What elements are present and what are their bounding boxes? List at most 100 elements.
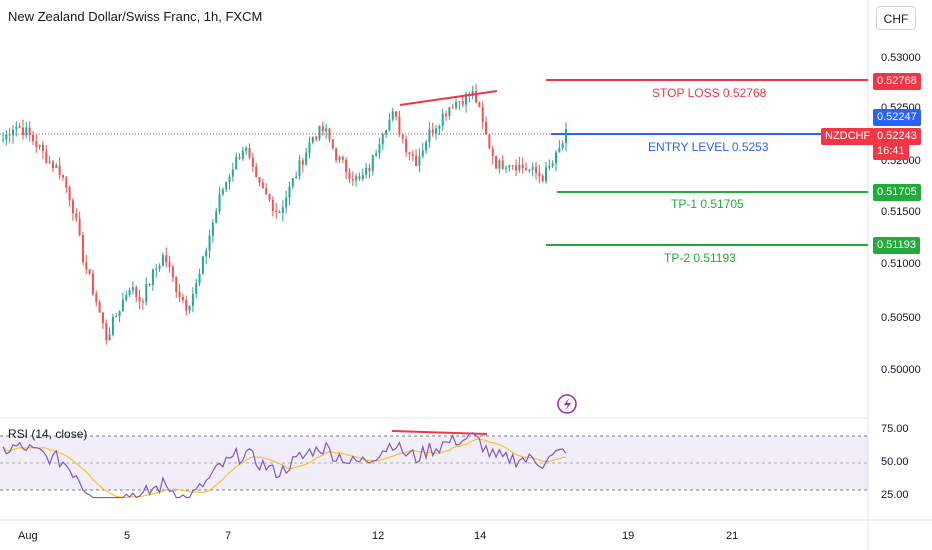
candle-body: [515, 165, 518, 171]
candle-body: [421, 150, 424, 157]
candle-body: [101, 312, 104, 324]
candle-body: [201, 256, 204, 274]
candle-body: [191, 294, 194, 307]
candle-body: [88, 269, 91, 274]
candle-body: [331, 139, 334, 149]
date-tick: 12: [372, 530, 385, 542]
candle-body: [491, 148, 494, 157]
price-tick: 0.51000: [881, 258, 921, 270]
date-tick: 19: [622, 530, 635, 542]
candle-body: [15, 126, 18, 130]
candle-body: [178, 291, 181, 297]
candle-body: [485, 121, 488, 135]
candle-body: [241, 150, 244, 159]
candle-body: [165, 255, 168, 263]
tp1-price-badge: 0.51705: [873, 184, 921, 201]
candle-body: [355, 176, 358, 181]
price-tick: 0.53000: [881, 52, 921, 64]
candle-body: [131, 287, 134, 291]
candle-body: [78, 218, 81, 235]
candle-body: [21, 127, 24, 136]
candle-body: [65, 177, 68, 188]
candle-body: [451, 107, 454, 109]
candle-body: [368, 167, 371, 172]
candle-body: [441, 113, 444, 126]
candle-body: [5, 134, 8, 140]
candle-body: [311, 136, 314, 143]
candle-body: [141, 301, 144, 303]
candle-body: [171, 266, 174, 278]
candle-body: [488, 134, 491, 149]
candle-body: [275, 210, 278, 212]
price-tick: 0.50500: [881, 312, 921, 324]
candle-body: [215, 211, 218, 223]
candle-body: [245, 148, 248, 151]
chart-title: New Zealand Dollar/Swiss Franc, 1h, FXCM: [8, 9, 263, 24]
candle-body: [128, 290, 131, 295]
candle-body: [315, 136, 318, 139]
tp2-price-badge: 0.51193: [873, 237, 920, 254]
candle-body: [385, 130, 388, 135]
candle-body: [455, 101, 458, 108]
candle-body: [35, 141, 38, 147]
candle-body: [305, 152, 308, 165]
rsi-tick: 75.00: [881, 423, 909, 435]
candle-body: [431, 129, 434, 134]
candle-body: [321, 126, 324, 132]
candle-body: [115, 316, 118, 318]
date-tick: 7: [225, 530, 232, 542]
candle-body: [145, 283, 148, 303]
candle-body: [295, 176, 298, 179]
candle-body: [318, 126, 321, 139]
candle-body: [531, 166, 534, 170]
candle-body: [398, 116, 401, 135]
candle-body: [475, 91, 478, 103]
candle-body: [538, 173, 541, 176]
candle-body: [418, 156, 421, 166]
candle-body: [121, 299, 124, 312]
candle-body: [458, 101, 461, 103]
stop-loss-price-badge: 0.52768: [873, 73, 921, 90]
candle-body: [158, 265, 161, 269]
currency-button[interactable]: CHF: [876, 6, 916, 30]
date-tick: Aug: [18, 530, 38, 542]
symbol-badge: NZDCHF: [821, 128, 875, 145]
candle-body: [175, 277, 178, 292]
candle-body: [395, 111, 398, 117]
candle-body: [81, 234, 84, 263]
candle-body: [341, 156, 344, 160]
candle-body: [508, 165, 511, 168]
candle-body: [155, 268, 158, 270]
candle-body: [288, 186, 291, 198]
candle-body: [375, 153, 378, 156]
candle-body: [221, 189, 224, 195]
candle-body: [68, 187, 71, 201]
price-tick: 0.50000: [881, 364, 921, 376]
candle-body: [205, 250, 208, 257]
candle-body: [378, 144, 381, 154]
candle-body: [238, 157, 241, 159]
candle-body: [461, 101, 464, 105]
candle-body: [25, 127, 28, 136]
candle-body: [351, 178, 354, 181]
candle-body: [105, 323, 108, 341]
rsi-indicator-label: RSI (14, close): [8, 427, 88, 441]
price-tick: 0.51500: [881, 206, 921, 218]
candle-body: [478, 102, 481, 108]
candle-body: [365, 167, 368, 175]
candle-body: [518, 164, 521, 171]
candle-body: [535, 166, 538, 174]
candle-body: [38, 144, 41, 147]
candle-body: [278, 211, 281, 214]
candle-body: [345, 159, 348, 173]
date-tick: 5: [124, 530, 131, 542]
candle-body: [555, 152, 558, 164]
date-tick: 21: [726, 530, 739, 542]
price-divergence-line: [399, 90, 498, 106]
candle-body: [565, 129, 567, 144]
candle-body: [558, 147, 561, 153]
candle-body: [85, 262, 88, 270]
candle-body: [248, 148, 251, 158]
